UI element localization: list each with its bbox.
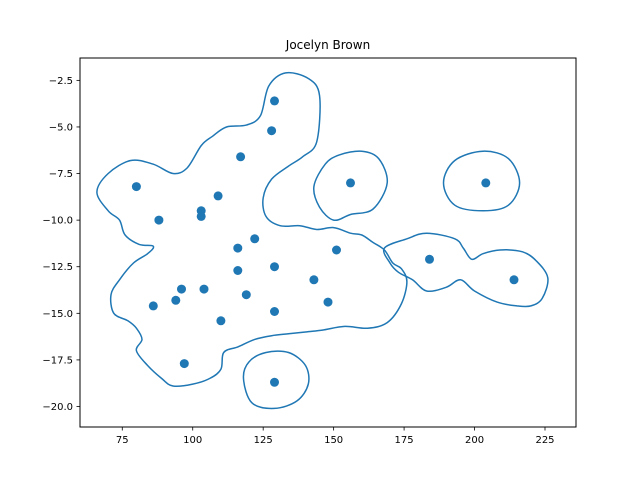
data-point-15 <box>233 266 243 275</box>
data-point-7 <box>196 211 206 221</box>
data-point-24 <box>148 301 158 311</box>
data-point-4 <box>131 182 141 192</box>
data-point-22 <box>171 295 181 305</box>
data-point-19 <box>177 284 186 294</box>
data-point-14 <box>425 254 434 264</box>
data-point-23 <box>323 297 333 307</box>
data-point-25 <box>270 307 279 316</box>
data-point-3 <box>236 152 246 162</box>
x-tick-label: 200 <box>465 435 484 446</box>
data-point-5 <box>213 191 223 201</box>
data-point-11 <box>250 234 260 244</box>
x-tick-label: 75 <box>116 435 129 446</box>
contour-line-2 <box>313 150 389 222</box>
data-point-18 <box>509 275 519 285</box>
data-point-10 <box>481 178 491 188</box>
x-tick-label: 175 <box>395 435 414 446</box>
x-tick-label: 225 <box>535 435 554 446</box>
y-tick-label: −10.0 <box>42 216 73 227</box>
data-point-2 <box>267 126 277 136</box>
y-tick-label: −5.0 <box>49 122 73 133</box>
contour-line-4 <box>382 232 549 308</box>
plot-frame <box>79 57 577 428</box>
x-axis: 75 100 125 150 175 200 225 <box>116 427 555 446</box>
y-tick-label: −7.5 <box>49 169 73 180</box>
x-tick-label: 100 <box>183 435 202 446</box>
data-point-26 <box>216 316 226 326</box>
data-point-1 <box>270 96 279 106</box>
x-tick-label: 125 <box>254 435 273 446</box>
data-point-28 <box>270 377 279 387</box>
data-point-13 <box>332 245 341 255</box>
y-axis: −2.5 −5.0 −7.5 −10.0 −12.5 −15.0 −17.5 −20.0 <box>42 76 80 413</box>
chart-title: Jocelyn Brown <box>285 38 370 52</box>
y-tick-label: −17.5 <box>42 355 73 366</box>
data-point-21 <box>241 290 251 300</box>
contour-line-1 <box>96 71 408 388</box>
y-tick-label: −2.5 <box>49 76 73 87</box>
y-tick-label: −20.0 <box>42 402 73 413</box>
data-point-16 <box>270 262 279 272</box>
data-point-9 <box>346 178 355 188</box>
contour-layer <box>96 71 549 410</box>
x-tick-label: 150 <box>324 435 343 446</box>
data-point-20 <box>199 284 209 294</box>
data-point-8 <box>154 215 164 225</box>
data-point-12 <box>233 243 243 253</box>
data-point-27 <box>179 359 189 369</box>
y-tick-label: −15.0 <box>42 309 73 320</box>
contour-line-3 <box>442 150 521 212</box>
point-layer <box>131 96 519 387</box>
contour-line-5 <box>242 350 310 410</box>
y-tick-label: −12.5 <box>42 262 73 273</box>
data-point-17 <box>309 275 319 285</box>
